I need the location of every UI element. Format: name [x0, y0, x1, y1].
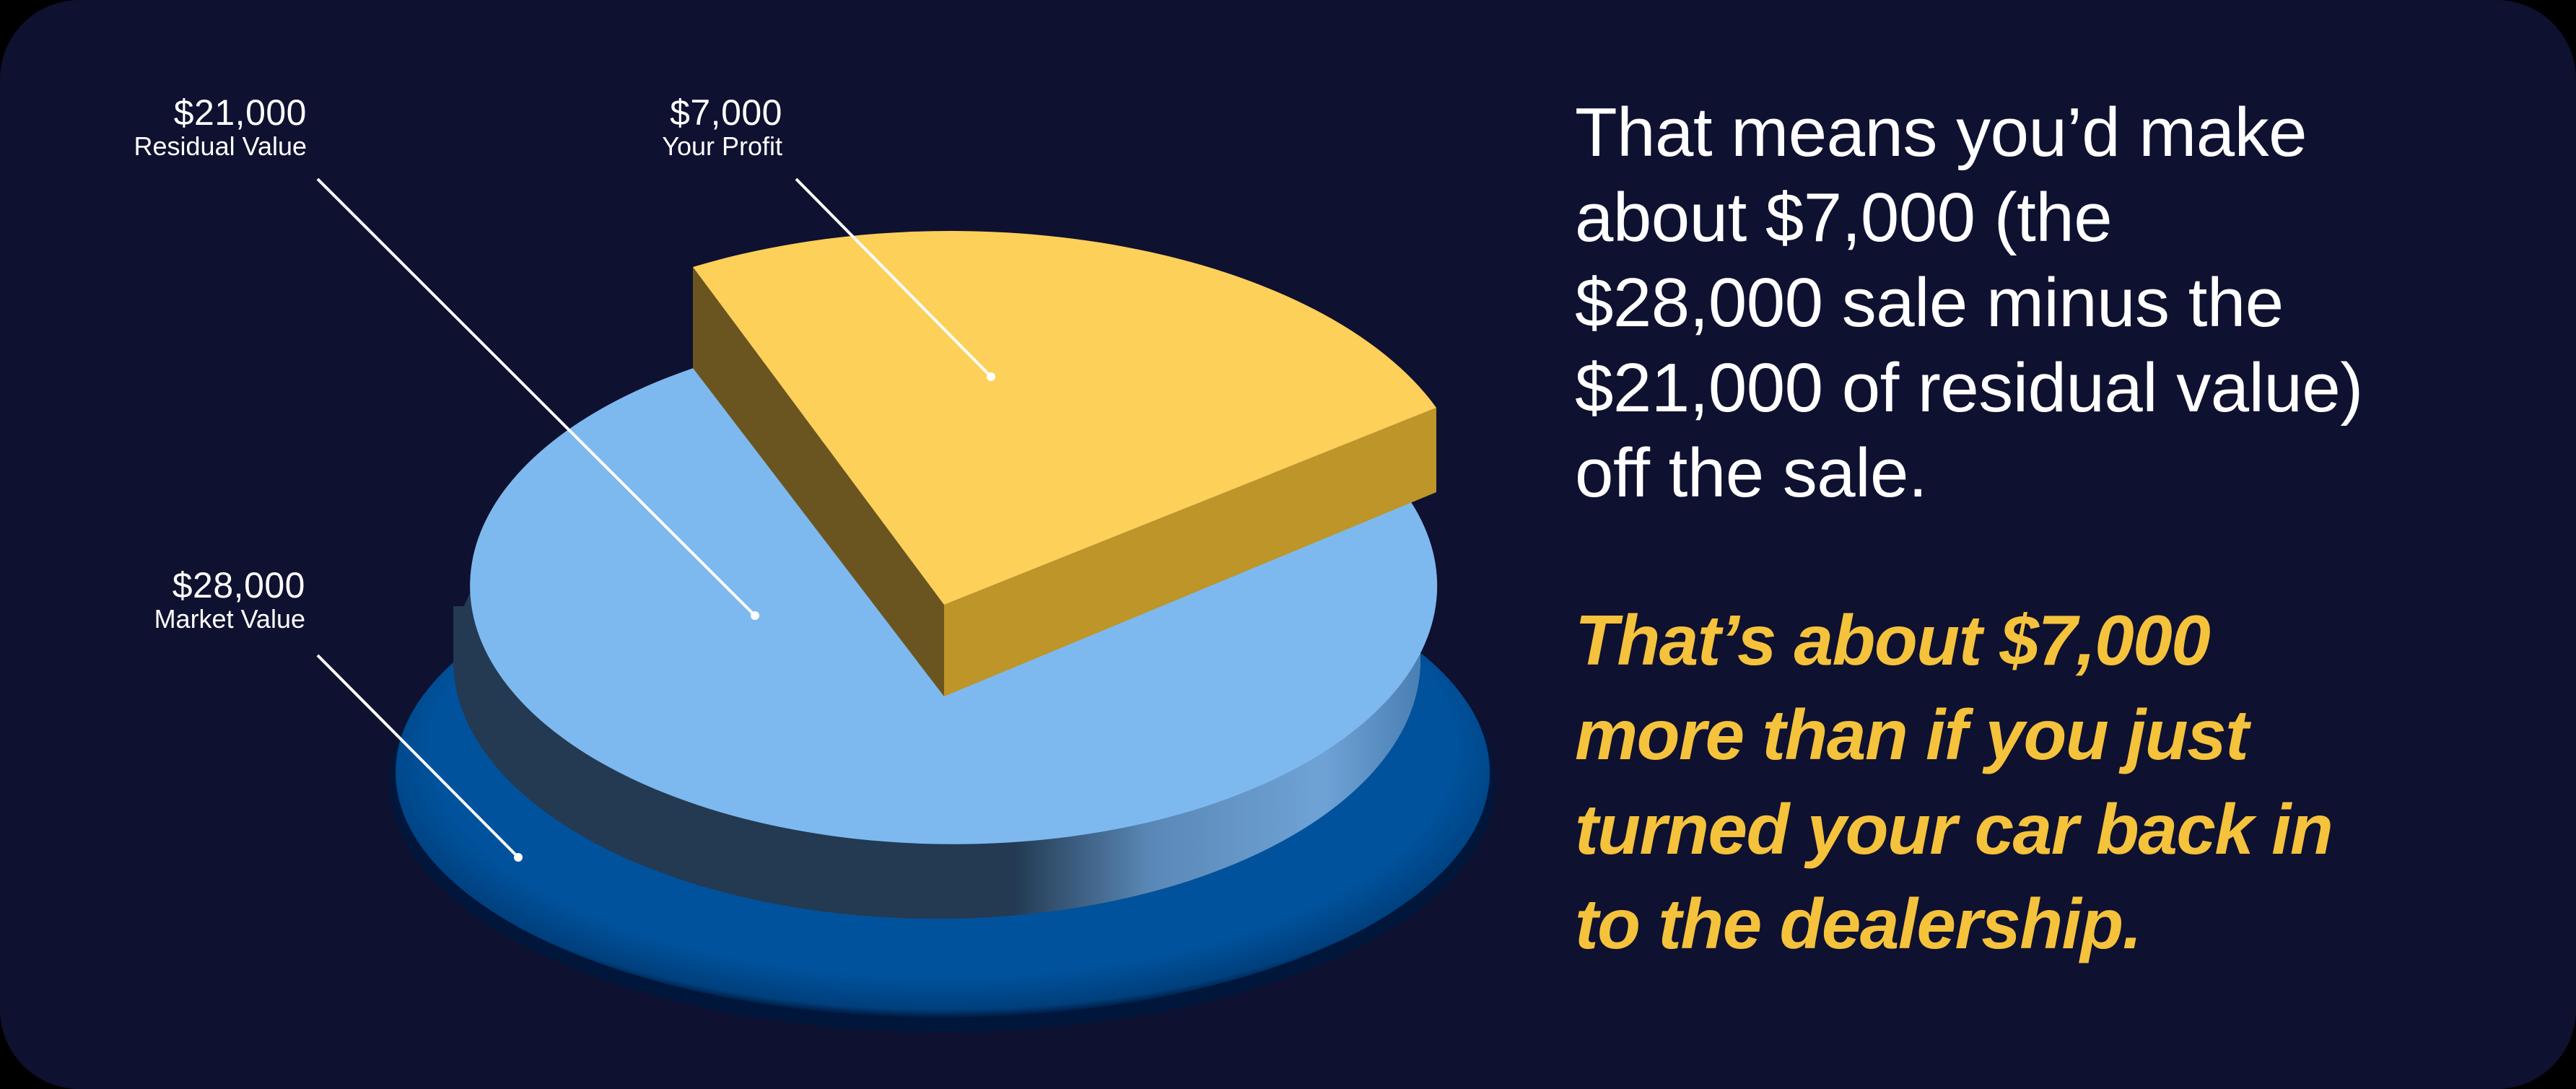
explanation-line: $21,000 of residual value) — [1575, 349, 2363, 427]
explanation-line: $28,000 sale minus the — [1575, 264, 2284, 341]
residual-leader-dot — [751, 611, 759, 620]
residual-leader-line — [316, 178, 756, 617]
explanation-text: That means you’d make about $7,000 (the … — [1575, 90, 2528, 516]
residual-value-label: $21,000 Residual Value — [134, 94, 307, 160]
explanation-line: That means you’d make — [1575, 94, 2308, 171]
market-leader-dot — [514, 853, 523, 862]
market-value-label: $28,000 Market Value — [154, 567, 305, 633]
highlight-line: to the dealership. — [1575, 884, 2142, 963]
profit-caption: Your Profit — [662, 131, 782, 161]
profit-leader-line — [795, 178, 992, 378]
market-leader-line — [316, 654, 520, 859]
explanation-line: about $7,000 (the — [1575, 179, 2113, 256]
highlight-callout: That’s about $7,000 more than if you jus… — [1575, 593, 2557, 971]
your-profit-slice — [693, 231, 1436, 696]
explanation-line: off the sale. — [1575, 434, 1928, 512]
highlight-line: turned your car back in — [1575, 790, 2333, 869]
leader-lines — [316, 178, 992, 859]
your-profit-label: $7,000 Your Profit — [662, 94, 782, 160]
profit-amount: $7,000 — [670, 92, 782, 133]
highlight-line: more than if you just — [1575, 695, 2249, 774]
market-amount: $28,000 — [172, 565, 305, 605]
residual-caption: Residual Value — [134, 131, 307, 161]
profit-leader-dot — [987, 372, 995, 381]
residual-amount: $21,000 — [173, 92, 307, 133]
highlight-line: That’s about $7,000 — [1575, 600, 2211, 680]
market-caption: Market Value — [154, 603, 305, 634]
